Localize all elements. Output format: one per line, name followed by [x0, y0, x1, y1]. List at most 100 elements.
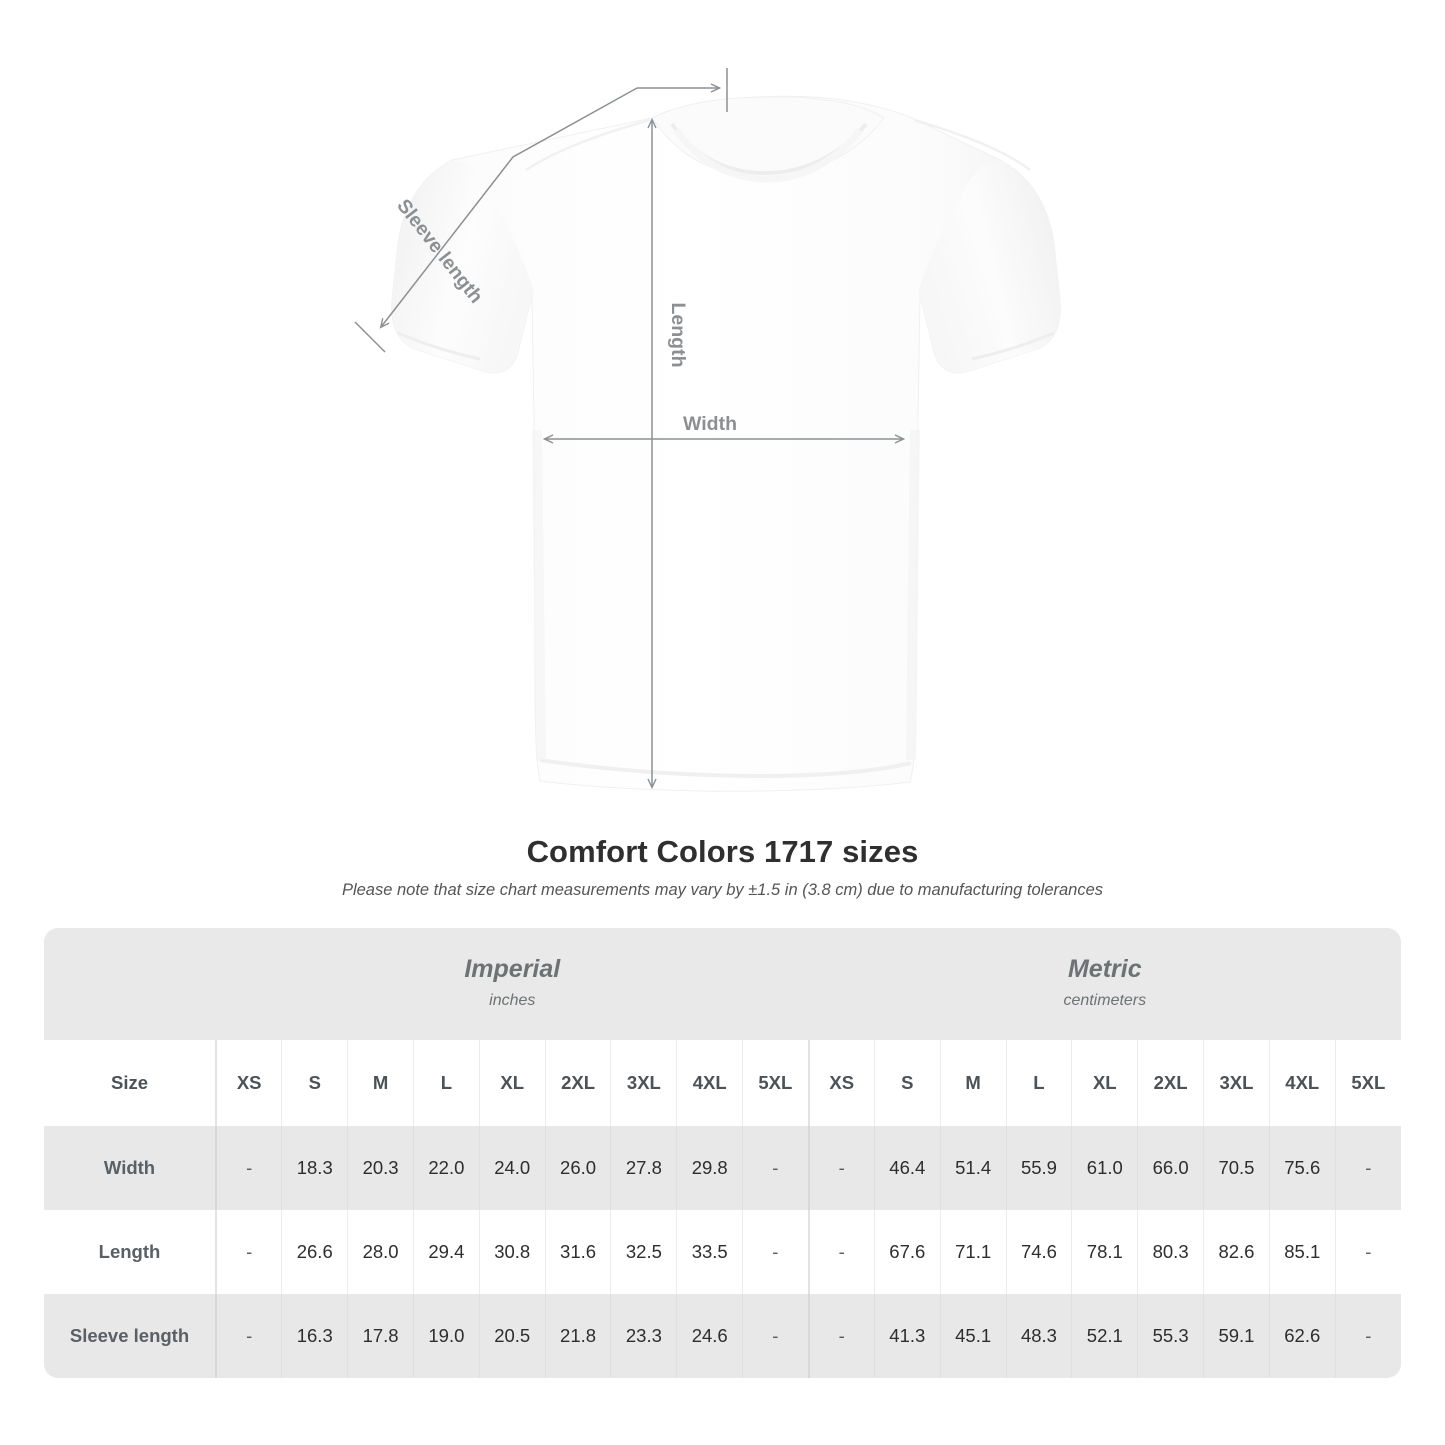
- cell-sleeve-length-2xl-imperial: 21.8: [544, 1294, 611, 1378]
- empty-value: -: [246, 1157, 253, 1178]
- cell-sleeve-length-5xl-metric: -: [1334, 1294, 1402, 1378]
- cell-width-2xl-metric: 66.0: [1137, 1126, 1204, 1210]
- size-chart-table: Imperial inches Metric centimeters Size XS S M L…: [44, 928, 1402, 1378]
- cell-sleeve-length-3xl-imperial: 23.3: [610, 1294, 677, 1378]
- tshirt-left-sleeve: [391, 160, 534, 374]
- unit-group-row: Imperial inches Metric centimeters: [44, 928, 1402, 1040]
- tshirt-right-sleeve-hem: [971, 331, 1055, 361]
- unit-group-unit: inches: [489, 992, 536, 1009]
- length-label: Length: [667, 303, 689, 368]
- size-header-cell-5xl-imperial: 5XL: [742, 1040, 809, 1126]
- size-header-cell-m-metric: M: [939, 1040, 1007, 1126]
- sleeve-length-tick-bottom: [354, 321, 386, 353]
- size-header-cell-xl-metric: XL: [1071, 1040, 1138, 1126]
- cell-length-3xl-imperial: 32.5: [610, 1210, 677, 1294]
- empty-value: -: [838, 1241, 845, 1262]
- size-header-cell-xl-imperial: XL: [478, 1040, 546, 1126]
- width-label: Width: [683, 413, 737, 435]
- cell-length-4xl-imperial: 33.5: [676, 1210, 743, 1294]
- cell-sleeve-length-m-imperial: 17.8: [347, 1294, 414, 1378]
- cell-width-s-imperial: 18.3: [281, 1126, 348, 1210]
- size-header-cell-2xl-imperial: 2XL: [544, 1040, 611, 1126]
- tshirt-left-sleeve-hem: [397, 331, 481, 361]
- empty-value: -: [772, 1241, 779, 1262]
- empty-value: -: [772, 1325, 779, 1346]
- cell-sleeve-length-m-metric: 45.1: [939, 1294, 1007, 1378]
- tshirt-diagram: Sleeve length Length Width: [354, 68, 1061, 792]
- cell-sleeve-length-l-imperial: 19.0: [412, 1294, 480, 1378]
- cell-sleeve-length-3xl-metric: 59.1: [1203, 1294, 1270, 1378]
- cell-length-l-metric: 74.6: [1005, 1210, 1072, 1294]
- cell-length-l-imperial: 29.4: [412, 1210, 480, 1294]
- unit-group-name: Metric: [1067, 955, 1142, 983]
- size-header-cell-l-metric: L: [1005, 1040, 1072, 1126]
- unit-group-unit: centimeters: [1063, 992, 1147, 1009]
- cell-width-xl-imperial: 24.0: [478, 1126, 546, 1210]
- cell-width-3xl-metric: 70.5: [1203, 1126, 1270, 1210]
- table-row: Length - 26.6 28.0 29.4 30.8 31.6 32.5 33.5 - - 67.…: [44, 1210, 1402, 1294]
- table-row: Width - 18.3 20.3 22.0 24.0 26.0 27.8 29.8 - - 46.4…: [44, 1126, 1402, 1210]
- cell-length-xs-imperial: -: [215, 1210, 282, 1294]
- size-header-cell-4xl-metric: 4XL: [1268, 1040, 1336, 1126]
- tshirt-diagram-svg: Sleeve length Length Width: [354, 68, 1061, 792]
- cell-width-xs-metric: -: [807, 1126, 875, 1210]
- cell-width-2xl-imperial: 26.0: [544, 1126, 611, 1210]
- cell-width-m-metric: 51.4: [939, 1126, 1007, 1210]
- length-annotation: Length: [652, 120, 689, 787]
- tshirt-bottom-hem: [539, 758, 912, 779]
- cell-sleeve-length-4xl-metric: 62.6: [1268, 1294, 1336, 1378]
- cell-width-m-imperial: 20.3: [347, 1126, 414, 1210]
- tolerance-note: Please note that size chart measurements…: [341, 881, 1104, 899]
- cell-length-s-metric: 67.6: [873, 1210, 941, 1294]
- size-header-cell-5xl-metric: 5XL: [1334, 1040, 1402, 1126]
- cell-sleeve-length-l-metric: 48.3: [1005, 1294, 1072, 1378]
- cell-sleeve-length-s-metric: 41.3: [873, 1294, 941, 1378]
- cell-width-5xl-imperial: -: [742, 1126, 809, 1210]
- table-row: Sleeve length - 16.3 17.8 19.0 20.5 21.8 23.3 24…: [44, 1294, 1402, 1378]
- cell-length-4xl-metric: 85.1: [1268, 1210, 1336, 1294]
- chart-heading: Comfort Colors 1717 sizes Please note th…: [0, 830, 1445, 904]
- size-header-cell-s-imperial: S: [281, 1040, 348, 1126]
- cell-length-m-metric: 71.1: [939, 1210, 1007, 1294]
- cell-length-s-imperial: 26.6: [281, 1210, 348, 1294]
- row-label-width: Width: [44, 1126, 216, 1210]
- cell-length-2xl-metric: 80.3: [1137, 1210, 1204, 1294]
- size-header-cell-l-imperial: L: [412, 1040, 480, 1126]
- unit-group-name: Imperial: [464, 955, 561, 983]
- cell-sleeve-length-xs-metric: -: [807, 1294, 875, 1378]
- cell-sleeve-length-xs-imperial: -: [215, 1294, 282, 1378]
- empty-value: -: [246, 1325, 253, 1346]
- size-header-cell-3xl-imperial: 3XL: [610, 1040, 677, 1126]
- cell-length-3xl-metric: 82.6: [1203, 1210, 1270, 1294]
- size-table-wrap: Imperial inches Metric centimeters Size XS S M L…: [44, 928, 1402, 1378]
- tshirt-left-side-shadow: [532, 429, 546, 761]
- cell-length-xl-metric: 78.1: [1071, 1210, 1138, 1294]
- empty-value: -: [838, 1157, 845, 1178]
- cell-width-l-metric: 55.9: [1005, 1126, 1072, 1210]
- cell-width-3xl-imperial: 27.8: [610, 1126, 677, 1210]
- cell-sleeve-length-s-imperial: 16.3: [281, 1294, 348, 1378]
- cell-width-4xl-imperial: 29.8: [676, 1126, 743, 1210]
- unit-group-imperial: Imperial inches: [216, 928, 809, 1040]
- cell-sleeve-length-xl-metric: 52.1: [1071, 1294, 1138, 1378]
- cell-length-5xl-imperial: -: [742, 1210, 809, 1294]
- empty-value: -: [1365, 1325, 1372, 1346]
- unit-group-metric: Metric centimeters: [808, 928, 1402, 1040]
- cell-length-5xl-metric: -: [1334, 1210, 1402, 1294]
- cell-width-xl-metric: 61.0: [1071, 1126, 1138, 1210]
- empty-value: -: [1365, 1241, 1372, 1262]
- size-header-cell-3xl-metric: 3XL: [1203, 1040, 1270, 1126]
- cell-width-4xl-metric: 75.6: [1268, 1126, 1336, 1210]
- row-label-sleeve-length: Sleeve length: [44, 1294, 216, 1378]
- size-header-cell-xs-imperial: XS: [215, 1040, 282, 1126]
- size-header-cell-xs-metric: XS: [807, 1040, 875, 1126]
- cell-sleeve-length-5xl-imperial: -: [742, 1294, 809, 1378]
- tshirt-illustration: [391, 95, 1061, 792]
- sleeve-length-diagonal-arrow: [381, 87, 638, 327]
- cell-width-xs-imperial: -: [215, 1126, 282, 1210]
- size-header-row: Size XS S M L XL 2XL 3XL 4XL 5XL XS S M L XL 2XL 3XL 4XL 5…: [44, 1040, 1402, 1126]
- empty-value: -: [772, 1157, 779, 1178]
- cell-length-2xl-imperial: 31.6: [544, 1210, 611, 1294]
- cell-length-m-imperial: 28.0: [347, 1210, 414, 1294]
- unit-row-spacer: [44, 928, 216, 1040]
